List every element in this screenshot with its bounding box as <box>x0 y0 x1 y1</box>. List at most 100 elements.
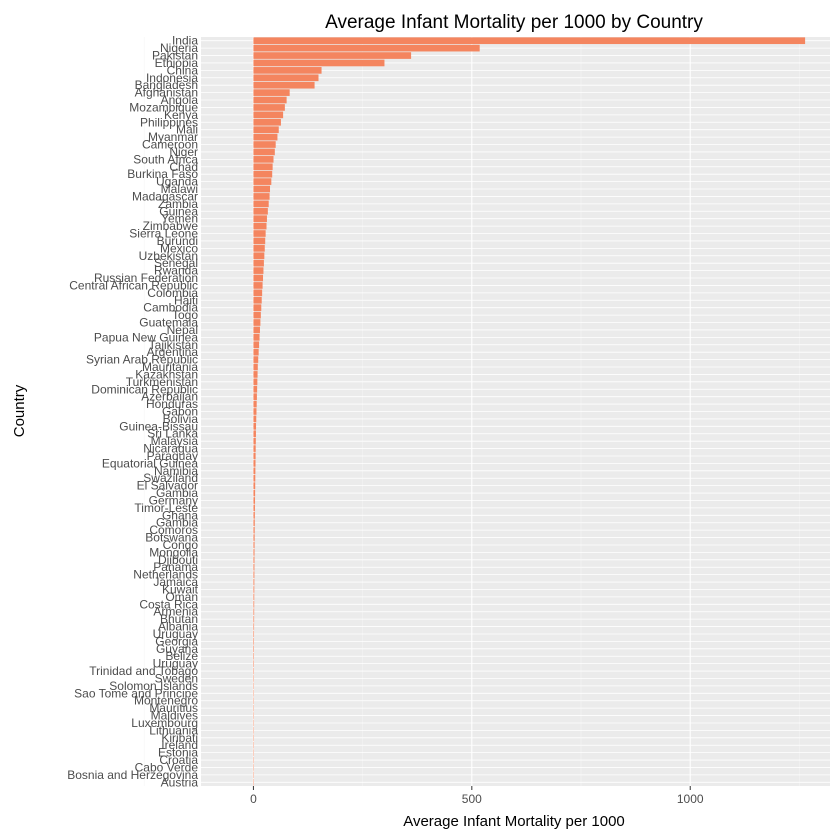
bar <box>253 363 258 371</box>
bar <box>253 489 256 497</box>
y-tick-label: Mauritania <box>142 360 198 374</box>
bar <box>253 111 284 119</box>
y-tick-label: Mexico <box>160 241 198 255</box>
y-tick-label: Guinea-Bissau <box>119 419 198 433</box>
y-tick-label: Guatemala <box>139 316 198 330</box>
bar <box>253 504 255 512</box>
x-tick-label: 500 <box>462 792 482 806</box>
y-tick-label: India <box>172 34 198 48</box>
bar <box>253 259 264 267</box>
bar <box>253 630 255 638</box>
y-tick-label: Zambia <box>158 197 198 211</box>
y-tick-label: Belize <box>165 649 198 663</box>
y-tick-label: Georgia <box>155 634 198 648</box>
bar <box>253 356 259 363</box>
y-tick-label: Argentina <box>147 345 199 359</box>
y-tick-label: Malawi <box>161 182 198 196</box>
bar <box>253 96 287 104</box>
y-tick-label: Djibouti <box>158 553 198 567</box>
y-tick-label: Philippines <box>140 115 198 129</box>
y-tick-label: Senegal <box>154 256 198 270</box>
y-tick-label: Gabon <box>162 405 198 419</box>
y-tick-label: Pakistan <box>152 49 198 63</box>
y-tick-label: Sri Lanka <box>147 427 198 441</box>
bar <box>253 44 480 52</box>
y-tick-label: Colombia <box>147 286 198 300</box>
y-tick-label: Comoros <box>149 523 198 537</box>
y-tick-label: Sweden <box>155 671 198 685</box>
bar <box>253 185 271 193</box>
y-tick-label: Germany <box>149 493 198 507</box>
y-tick-label: Armenia <box>153 605 198 619</box>
bar <box>253 348 259 356</box>
bar <box>253 170 273 178</box>
y-tick-label: Afghanistan <box>135 86 198 100</box>
bar <box>253 482 256 489</box>
bar <box>253 207 268 215</box>
bar <box>253 415 257 423</box>
y-tick-label: Namibia <box>154 464 198 478</box>
bar <box>253 563 255 571</box>
y-tick-label: Botswana <box>145 531 198 545</box>
bar <box>253 200 269 208</box>
y-tick-label: Cambodia <box>143 301 198 315</box>
y-tick-label: South Africa <box>133 152 198 166</box>
bar <box>253 452 256 460</box>
y-tick-label: Croatia <box>159 753 198 767</box>
y-tick-label: Turkmenistan <box>126 375 198 389</box>
bar <box>253 437 256 445</box>
y-tick-label: Jamaica <box>153 575 198 589</box>
y-tick-label: Kiribati <box>161 731 198 745</box>
y-tick-label: Syrian Arab Republic <box>86 353 198 367</box>
bar <box>253 156 274 163</box>
y-tick-label: Gambia <box>156 486 198 500</box>
y-tick-label: Indonesia <box>146 71 198 85</box>
bar <box>253 393 257 401</box>
bar <box>253 163 273 171</box>
bar <box>253 408 257 415</box>
bar <box>253 660 254 667</box>
y-tick-label: Costa Rica <box>139 597 198 611</box>
bar <box>253 52 412 59</box>
y-tick-label: Congo <box>163 538 199 552</box>
y-tick-label: Albania <box>158 620 198 634</box>
bar <box>253 89 290 96</box>
y-tick-label: Madagascar <box>132 189 198 203</box>
bar <box>253 652 254 660</box>
bar <box>253 334 260 341</box>
bar <box>253 422 257 430</box>
y-tick-label: Oman <box>165 590 198 604</box>
y-tick-label: Russian Federation <box>94 271 198 285</box>
y-tick-label: Panama <box>153 560 198 574</box>
bar <box>253 267 264 274</box>
y-tick-label: Ethiopia <box>155 56 199 70</box>
y-tick-label: Lithuania <box>149 723 198 737</box>
y-tick-label: Haiti <box>174 293 198 307</box>
y-axis-title: Country <box>11 384 28 437</box>
y-tick-label: Luxembourg <box>131 716 198 730</box>
y-tick-label: Dominican Republic <box>91 382 198 396</box>
bar <box>253 282 263 289</box>
bar <box>253 578 255 586</box>
y-tick-label: Solomon Islands <box>109 679 198 693</box>
bar <box>253 319 261 326</box>
bar <box>253 497 256 504</box>
bar <box>253 608 255 616</box>
y-tick-label: Niger <box>169 145 198 159</box>
bar <box>253 593 255 601</box>
y-tick-label: Bosnia and Herzegovina <box>67 768 198 782</box>
bar <box>253 534 255 541</box>
y-tick-labels: IndiaNigeriaPakistanEthiopiaChinaIndones… <box>67 34 198 790</box>
y-tick-label: Myanmar <box>148 130 198 144</box>
y-tick-label: Uganda <box>156 175 198 189</box>
y-tick-label: Cameroon <box>142 138 198 152</box>
bar <box>253 37 806 45</box>
y-tick-label: Togo <box>172 308 198 322</box>
bar <box>253 586 255 593</box>
y-tick-label: Mozambique <box>129 100 198 114</box>
y-tick-label: Estonia <box>158 746 198 760</box>
y-tick-label: Rwanda <box>154 264 198 278</box>
y-tick-label: Montenegro <box>134 694 198 708</box>
bar <box>253 645 254 653</box>
